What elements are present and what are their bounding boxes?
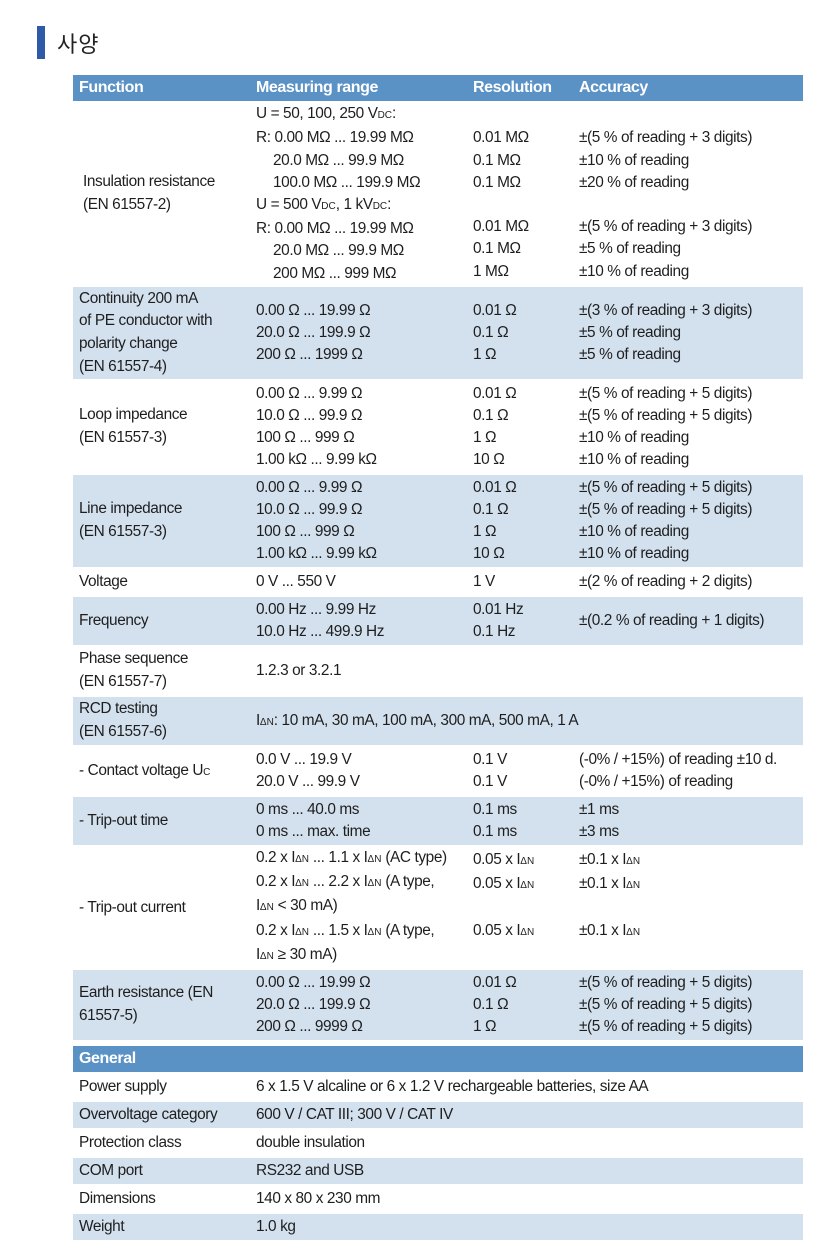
- row-tripout-time: - Trip-out time 0 ms ... 40.0 ms 0 ms ..…: [73, 795, 803, 845]
- header-range: Measuring range: [250, 75, 467, 101]
- general-value: 1.0 kg: [250, 1212, 803, 1241]
- row-tripout-current: - Trip-out current 0.2 x IΔN ... 1.1 x I…: [73, 845, 803, 969]
- resolution-cell: 0.01 Ω 0.1 Ω 1 Ω 10 Ω: [467, 379, 573, 473]
- accuracy-cell: ±(5 % of reading + 3 digits) ±10 % of re…: [573, 101, 803, 285]
- resolution-cell: 0.01 MΩ 0.1 MΩ 0.1 MΩ 0.01 MΩ 0.1 MΩ 1 M…: [467, 101, 573, 285]
- resolution-cell: 0.01 Ω 0.1 Ω 1 Ω: [467, 968, 573, 1041]
- function-line: (EN 61557-2): [83, 196, 171, 213]
- heading-title: 사양: [57, 31, 100, 57]
- function-cell: - Contact voltage UC: [73, 745, 250, 795]
- range-line: 20.0 MΩ ... 99.9 MΩ: [273, 242, 404, 260]
- general-header-row: General: [73, 1040, 803, 1073]
- range-line: U = 500 VDC, 1 kVDC:: [256, 196, 392, 213]
- accuracy-cell: ±(3 % of reading + 3 digits) ±5 % of rea…: [573, 285, 803, 379]
- general-label: Protection class: [73, 1128, 250, 1157]
- range-line: 20.0 MΩ ... 99.9 MΩ: [273, 151, 404, 169]
- resolution-cell: 0.1 V 0.1 V: [467, 745, 573, 795]
- accuracy-cell: ±(5 % of reading + 5 digits) ±(5 % of re…: [573, 968, 803, 1041]
- row-loop-impedance: Loop impedance (EN 61557-3) 0.00 Ω ... 9…: [73, 379, 803, 473]
- function-line: Insulation resistance: [83, 173, 215, 191]
- function-cell: Earth resistance (EN 61557-5): [73, 968, 250, 1041]
- range-cell: 0.00 Ω ... 19.99 Ω 20.0 Ω ... 199.9 Ω 20…: [250, 285, 467, 379]
- general-title: General: [73, 1040, 803, 1073]
- accuracy-cell: ±(5 % of reading + 5 digits) ±(5 % of re…: [573, 379, 803, 473]
- range-cell: 0.00 Ω ... 9.99 Ω 10.0 Ω ... 99.9 Ω 100 …: [250, 379, 467, 473]
- general-row: Protection class double insulation: [73, 1128, 803, 1157]
- general-value: RS232 and USB: [250, 1156, 803, 1185]
- spec-table: Function Measuring range Resolution Accu…: [73, 75, 803, 1241]
- row-contact-voltage: - Contact voltage UC 0.0 V ... 19.9 V 20…: [73, 745, 803, 795]
- header-resolution: Resolution: [467, 75, 573, 101]
- general-row: COM port RS232 and USB: [73, 1156, 803, 1185]
- resolution-cell: 0.01 Ω 0.1 Ω 1 Ω 10 Ω: [467, 473, 573, 567]
- range-cell: 0 V ... 550 V: [250, 567, 467, 595]
- row-insulation: Insulation resistance (EN 61557-2) U = 5…: [73, 101, 803, 285]
- general-row: Power supply 6 x 1.5 V alcaline or 6 x 1…: [73, 1072, 803, 1101]
- function-cell: - Trip-out current: [73, 845, 250, 969]
- function-cell: Line impedance (EN 61557-3): [73, 473, 250, 567]
- row-voltage: Voltage 0 V ... 550 V 1 V ±(2 % of readi…: [73, 567, 803, 595]
- range-cell: 0.2 x IΔN ... 1.1 x IΔN (AC type) 0.2 x …: [250, 845, 467, 969]
- general-label: Power supply: [73, 1072, 250, 1101]
- row-continuity: Continuity 200 mA of PE conductor with p…: [73, 285, 803, 379]
- function-cell: Phase sequence (EN 61557-7): [73, 645, 250, 695]
- general-row: Dimensions 140 x 80 x 230 mm: [73, 1184, 803, 1213]
- function-cell: RCD testing (EN 61557-6): [73, 695, 250, 745]
- resolution-cell: 0.01 Ω 0.1 Ω 1 Ω: [467, 285, 573, 379]
- accuracy-cell: ±0.1 x IΔN ±0.1 x IΔN ±0.1 x IΔN: [573, 845, 803, 969]
- range-cell: IΔN: 10 mA, 30 mA, 100 mA, 300 mA, 500 m…: [250, 695, 803, 745]
- row-earth-resistance: Earth resistance (EN 61557-5) 0.00 Ω ...…: [73, 968, 803, 1041]
- range-cell: 0.00 Hz ... 9.99 Hz 10.0 Hz ... 499.9 Hz: [250, 595, 467, 645]
- range-cell: 0.00 Ω ... 19.99 Ω 20.0 Ω ... 199.9 Ω 20…: [250, 968, 467, 1041]
- range-cell: 0.0 V ... 19.9 V 20.0 V ... 99.9 V: [250, 745, 467, 795]
- range-line: U = 50, 100, 250 VDC:: [256, 105, 396, 123]
- general-value: 140 x 80 x 230 mm: [250, 1184, 803, 1213]
- range-cell: 1.2.3 or 3.2.1: [250, 645, 803, 695]
- function-cell: - Trip-out time: [73, 795, 250, 845]
- general-value: 600 V / CAT III; 300 V / CAT IV: [250, 1100, 803, 1129]
- row-phase-sequence: Phase sequence (EN 61557-7) 1.2.3 or 3.2…: [73, 645, 803, 695]
- accuracy-cell: ±(0.2 % of reading + 1 digits): [573, 595, 803, 645]
- general-label: Overvoltage category: [73, 1100, 250, 1129]
- function-cell: Insulation resistance (EN 61557-2): [73, 101, 250, 285]
- accuracy-cell: ±(2 % of reading + 2 digits): [573, 567, 803, 595]
- header-accuracy: Accuracy: [573, 75, 803, 101]
- general-label: Dimensions: [73, 1184, 250, 1213]
- general-value: 6 x 1.5 V alcaline or 6 x 1.2 V recharge…: [250, 1072, 803, 1101]
- range-cell: 0 ms ... 40.0 ms 0 ms ... max. time: [250, 795, 467, 845]
- general-label: COM port: [73, 1156, 250, 1185]
- function-cell: Voltage: [73, 567, 250, 595]
- general-row: Weight 1.0 kg: [73, 1212, 803, 1241]
- accuracy-cell: (-0% / +15%) of reading ±10 d. (-0% / +1…: [573, 745, 803, 795]
- range-line: 100.0 MΩ ... 199.9 MΩ: [273, 173, 421, 191]
- header-function: Function: [73, 75, 250, 101]
- general-value: double insulation: [250, 1128, 803, 1157]
- range-line: R: 0.00 MΩ ... 19.99 MΩ: [256, 220, 414, 238]
- range-cell: 0.00 Ω ... 9.99 Ω 10.0 Ω ... 99.9 Ω 100 …: [250, 473, 467, 567]
- resolution-cell: 0.1 ms 0.1 ms: [467, 795, 573, 845]
- function-cell: Continuity 200 mA of PE conductor with p…: [73, 285, 250, 379]
- accuracy-cell: ±(5 % of reading + 5 digits) ±(5 % of re…: [573, 473, 803, 567]
- accuracy-cell: ±1 ms ±3 ms: [573, 795, 803, 845]
- general-row: Overvoltage category 600 V / CAT III; 30…: [73, 1100, 803, 1129]
- section-heading: 사양: [37, 26, 99, 59]
- range-line: R: 0.00 MΩ ... 19.99 MΩ: [256, 129, 414, 147]
- heading-accent-bar: [37, 26, 45, 59]
- function-cell: Frequency: [73, 595, 250, 645]
- resolution-cell: 1 V: [467, 567, 573, 595]
- function-cell: Loop impedance (EN 61557-3): [73, 379, 250, 473]
- range-cell: U = 50, 100, 250 VDC: R: 0.00 MΩ ... 19.…: [250, 101, 467, 285]
- resolution-cell: 0.01 Hz 0.1 Hz: [467, 595, 573, 645]
- row-frequency: Frequency 0.00 Hz ... 9.99 Hz 10.0 Hz ..…: [73, 595, 803, 645]
- general-label: Weight: [73, 1212, 250, 1241]
- row-rcd-testing: RCD testing (EN 61557-6) IΔN: 10 mA, 30 …: [73, 695, 803, 745]
- header-row: Function Measuring range Resolution Accu…: [73, 75, 803, 101]
- row-line-impedance: Line impedance (EN 61557-3) 0.00 Ω ... 9…: [73, 473, 803, 567]
- resolution-cell: 0.05 x IΔN 0.05 x IΔN 0.05 x IΔN: [467, 845, 573, 969]
- range-line: 200 MΩ ... 999 MΩ: [273, 264, 397, 282]
